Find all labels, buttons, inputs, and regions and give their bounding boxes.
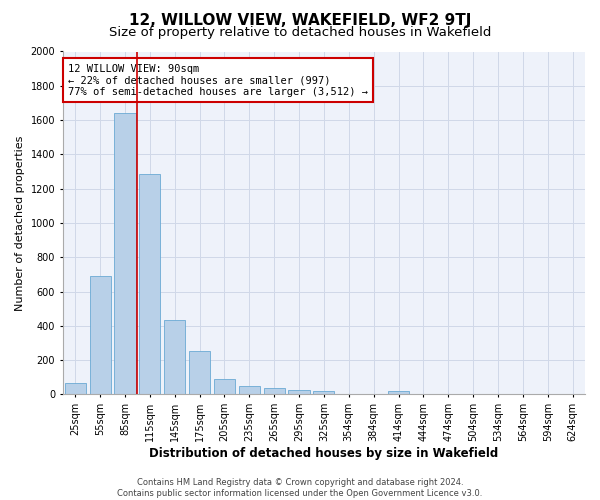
Bar bbox=[65, 384, 86, 394]
Bar bbox=[263, 388, 285, 394]
Bar bbox=[89, 276, 110, 394]
Bar bbox=[115, 113, 136, 394]
Bar bbox=[289, 390, 310, 394]
X-axis label: Distribution of detached houses by size in Wakefield: Distribution of detached houses by size … bbox=[149, 447, 499, 460]
Y-axis label: Number of detached properties: Number of detached properties bbox=[15, 136, 25, 310]
Text: Size of property relative to detached houses in Wakefield: Size of property relative to detached ho… bbox=[109, 26, 491, 39]
Bar bbox=[189, 350, 210, 395]
Bar bbox=[139, 174, 160, 394]
Text: 12 WILLOW VIEW: 90sqm
← 22% of detached houses are smaller (997)
77% of semi-det: 12 WILLOW VIEW: 90sqm ← 22% of detached … bbox=[68, 64, 368, 96]
Bar bbox=[313, 392, 334, 394]
Text: Contains HM Land Registry data © Crown copyright and database right 2024.
Contai: Contains HM Land Registry data © Crown c… bbox=[118, 478, 482, 498]
Bar bbox=[214, 380, 235, 394]
Bar bbox=[164, 320, 185, 394]
Text: 12, WILLOW VIEW, WAKEFIELD, WF2 9TJ: 12, WILLOW VIEW, WAKEFIELD, WF2 9TJ bbox=[129, 12, 471, 28]
Bar bbox=[388, 391, 409, 394]
Bar bbox=[239, 386, 260, 394]
